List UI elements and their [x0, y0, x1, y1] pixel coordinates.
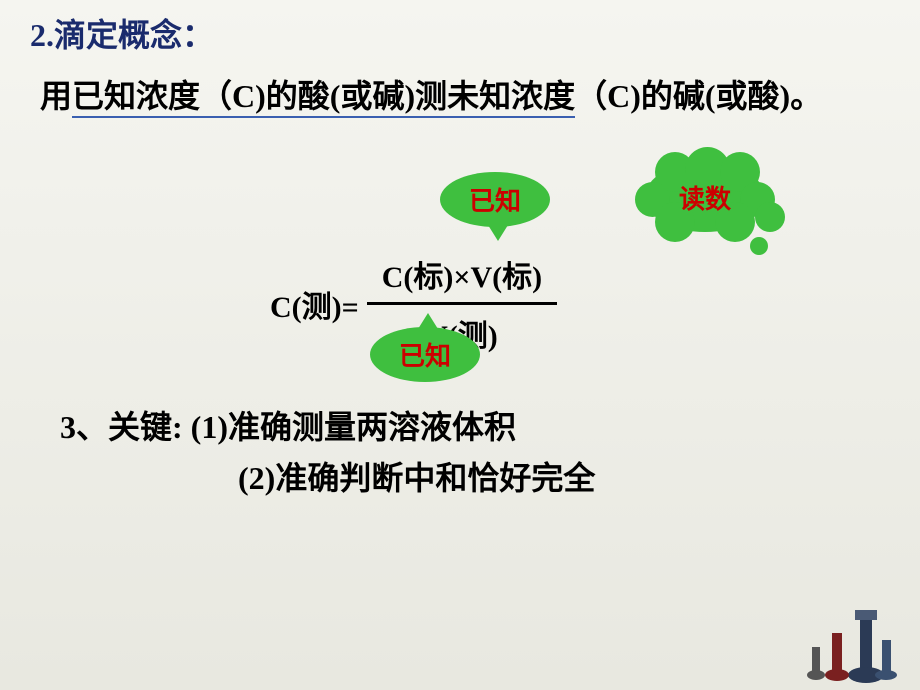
def-underlined: 已知浓度（C)的酸(或碱)测未知浓度 [72, 78, 575, 118]
callout-known-bottom: 已知 [370, 327, 480, 382]
callout-known-top: 已知 [440, 172, 550, 227]
callout-reading-label: 读数 [679, 179, 731, 216]
thought-bubble-icon [750, 237, 768, 255]
formula-numerator: C(标)×V(标) [367, 252, 557, 302]
lab-equipment-icon [800, 605, 910, 685]
definition-text: 用已知浓度（C)的酸(或碱)测未知浓度（C)的碱(或酸)。 [40, 71, 890, 122]
formula-lhs: C(测)= [270, 282, 359, 326]
key-label: 3、关键: [60, 409, 183, 445]
callout-known-bottom-label: 已知 [399, 336, 451, 373]
section-heading: 2.滴定概念： [30, 10, 890, 56]
def-part1: 用 [40, 78, 72, 114]
formula-region: 已知 读数 C(测)= C(标)×V(标) V(测) 已知 [230, 162, 890, 362]
key-line1: 3、关键: (1)准确测量两溶液体积 [60, 402, 890, 453]
callout-known-top-label: 已知 [469, 181, 521, 218]
callout-reading: 读数 [645, 162, 765, 232]
thought-bubble-icon [755, 202, 785, 232]
key-section: 3、关键: (1)准确测量两溶液体积 (2)准确判断中和恰好完全 [60, 402, 890, 504]
key-item1: (1)准确测量两溶液体积 [191, 409, 516, 445]
def-part2: （C)的碱(或酸)。 [575, 78, 822, 114]
key-item2: (2)准确判断中和恰好完全 [238, 453, 890, 504]
